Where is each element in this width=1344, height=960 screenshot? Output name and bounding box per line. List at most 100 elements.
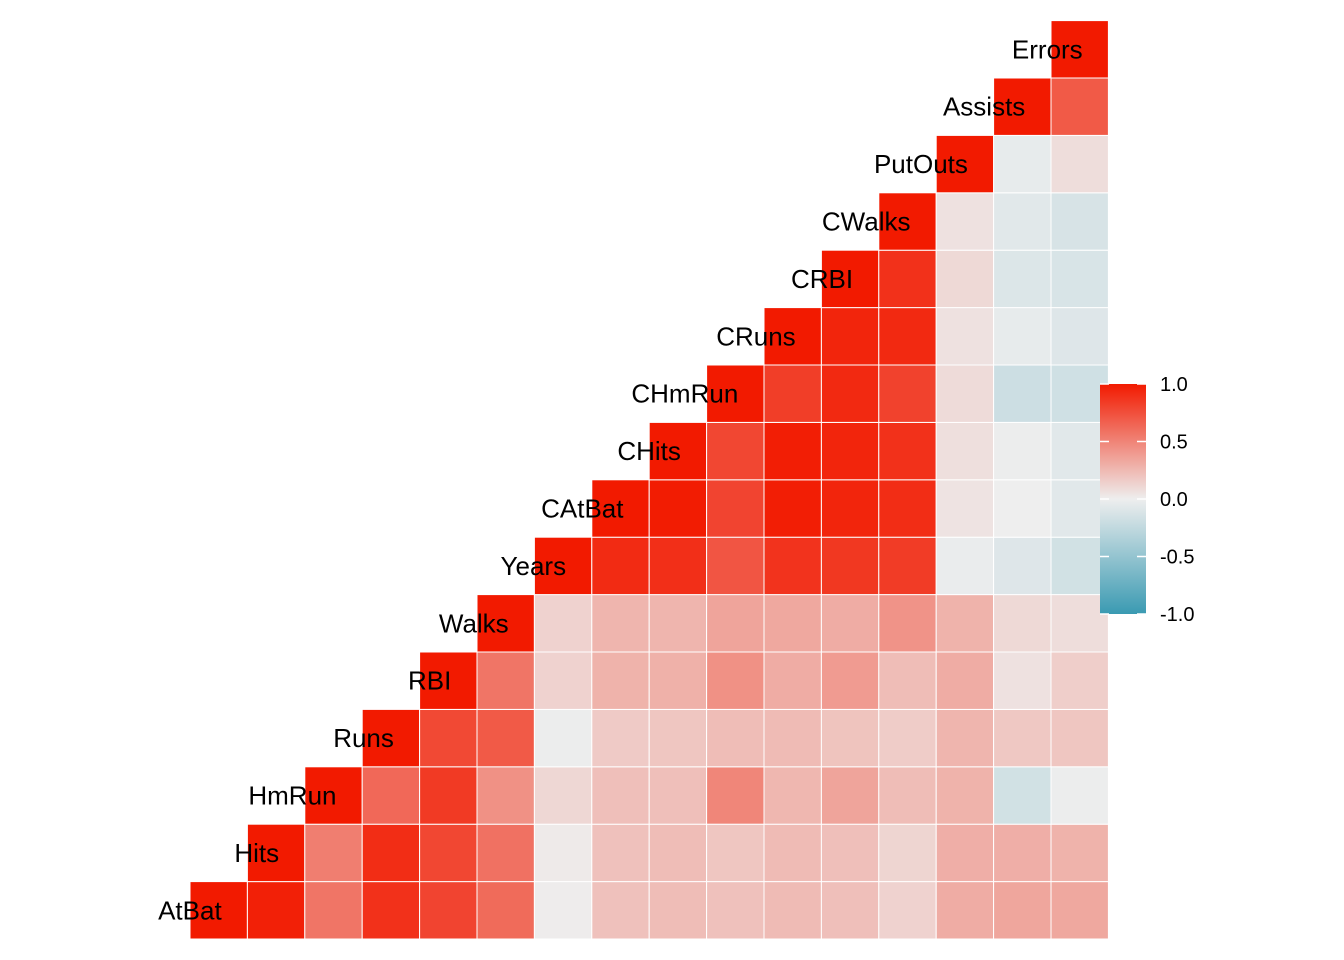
heatmap-cell-years-cwalks bbox=[878, 536, 937, 596]
legend-tick-label: 0.5 bbox=[1160, 432, 1188, 454]
heatmap-cell-runs-walks bbox=[476, 708, 535, 768]
variable-label-years: Years bbox=[501, 551, 567, 581]
heatmap-cell-walks-catbat bbox=[591, 594, 650, 653]
heatmap-cell-rbi-cwalks bbox=[878, 651, 937, 710]
heatmap-cell-atbat-crbi bbox=[820, 881, 880, 940]
variable-label-errors: Errors bbox=[1012, 34, 1083, 64]
heatmap-cell-hits-years bbox=[533, 823, 593, 883]
heatmap-cell-years-chmrun bbox=[706, 536, 765, 596]
heatmap-cell-atbat-catbat bbox=[591, 881, 650, 940]
heatmap-cell-runs-chits bbox=[648, 708, 708, 768]
heatmap-cell-catbat-crbi bbox=[820, 479, 880, 538]
heatmap-cell-hmrun-runs bbox=[361, 766, 421, 825]
heatmap-cell-runs-putouts bbox=[935, 708, 995, 768]
heatmap-cell-years-crbi bbox=[820, 536, 880, 596]
heatmap-cell-rbi-putouts bbox=[935, 651, 995, 710]
heatmap-cell-chmrun-chmrun bbox=[706, 364, 765, 423]
heatmap-cell-rbi-catbat bbox=[591, 651, 650, 710]
heatmap-cell-putouts-errors bbox=[1050, 134, 1109, 194]
heatmap-cell-chmrun-errors bbox=[1050, 364, 1109, 423]
heatmap-cell-years-catbat bbox=[591, 536, 650, 596]
heatmap-cell-hmrun-rbi bbox=[419, 766, 478, 825]
heatmap-cell-rbi-walks bbox=[476, 651, 535, 710]
heatmap-cell-runs-crbi bbox=[820, 708, 880, 768]
heatmap-cell-runs-years bbox=[533, 708, 593, 768]
heatmap-cell-hmrun-catbat bbox=[591, 766, 650, 825]
variable-label-runs: Runs bbox=[333, 723, 394, 753]
heatmap-cell-walks-chits bbox=[648, 594, 708, 653]
heatmap-cell-rbi-cruns bbox=[763, 651, 822, 710]
heatmap-cell-rbi-crbi bbox=[820, 651, 880, 710]
heatmap-cell-walks-walks bbox=[476, 594, 535, 653]
variable-label-cruns: CRuns bbox=[716, 321, 795, 351]
heatmap-cell-runs-runs bbox=[361, 708, 421, 768]
variable-label-hits: Hits bbox=[234, 838, 279, 868]
heatmap-cell-chmrun-crbi bbox=[820, 364, 880, 423]
heatmap-cell-catbat-putouts bbox=[935, 479, 995, 538]
heatmap-cell-hits-catbat bbox=[591, 823, 650, 883]
heatmap-cell-cruns-cwalks bbox=[878, 307, 937, 366]
heatmap-cell-runs-cwalks bbox=[878, 708, 937, 768]
legend-tick-label: -1.0 bbox=[1160, 604, 1194, 626]
heatmap-cell-cruns-assists bbox=[993, 307, 1052, 366]
heatmap-cell-walks-crbi bbox=[820, 594, 880, 653]
heatmap-cell-years-cruns bbox=[763, 536, 822, 596]
heatmap-cell-chits-cwalks bbox=[878, 421, 937, 481]
heatmap-cell-crbi-cwalks bbox=[878, 249, 937, 309]
heatmap-cell-hmrun-errors bbox=[1050, 766, 1109, 825]
variable-label-rbi: RBI bbox=[408, 666, 451, 696]
heatmap-cell-hmrun-putouts bbox=[935, 766, 995, 825]
heatmap-cell-catbat-assists bbox=[993, 479, 1052, 538]
color-legend: 1.0 0.5 0.0 -0.5 -1.0 bbox=[1100, 374, 1194, 626]
heatmap-cell-hmrun-cwalks bbox=[878, 766, 937, 825]
heatmap-cell-walks-chmrun bbox=[706, 594, 765, 653]
variable-labels: AtBat Hits HmRun Runs RBI Walks Years CAtBat CHi… bbox=[158, 34, 1083, 925]
heatmap-cell-hits-chits bbox=[648, 823, 708, 883]
variable-label-putouts: PutOuts bbox=[874, 149, 968, 179]
heatmap-cell-chits-chits bbox=[648, 421, 708, 481]
heatmap-cell-walks-errors bbox=[1050, 594, 1109, 653]
heatmap-cell-assists-errors bbox=[1050, 77, 1109, 136]
variable-label-hmrun: HmRun bbox=[248, 781, 336, 811]
heatmap-cell-atbat-chmrun bbox=[706, 881, 765, 940]
heatmap-cell-atbat-runs bbox=[361, 881, 421, 940]
heatmap-cell-atbat-years bbox=[533, 881, 593, 940]
heatmap-cell-years-years bbox=[533, 536, 593, 596]
heatmap-cell-years-putouts bbox=[935, 536, 995, 596]
legend-ticks: 1.0 0.5 0.0 -0.5 -1.0 bbox=[1100, 374, 1194, 626]
heatmap-cell-runs-cruns bbox=[763, 708, 822, 768]
heatmap-cell-atbat-errors bbox=[1050, 881, 1109, 940]
heatmap-cell-chits-crbi bbox=[820, 421, 880, 481]
heatmap-cell-cruns-errors bbox=[1050, 307, 1109, 366]
heatmap-cell-chmrun-cwalks bbox=[878, 364, 937, 423]
heatmap-cell-putouts-putouts bbox=[935, 134, 995, 194]
variable-label-chits: CHits bbox=[617, 436, 681, 466]
heatmap-cell-walks-cwalks bbox=[878, 594, 937, 653]
heatmap-cell-chits-errors bbox=[1050, 421, 1109, 481]
heatmap-cell-atbat-rbi bbox=[419, 881, 478, 940]
heatmap-cell-hmrun-chmrun bbox=[706, 766, 765, 825]
heatmap-cell-hits-runs bbox=[361, 823, 421, 883]
heatmap-cell-cruns-cruns bbox=[763, 307, 822, 366]
heatmap-cell-crbi-crbi bbox=[820, 249, 880, 309]
heatmap-cell-runs-chmrun bbox=[706, 708, 765, 768]
heatmap-cell-hits-hits bbox=[246, 823, 306, 883]
heatmap-cell-hmrun-assists bbox=[993, 766, 1052, 825]
heatmap-cell-hmrun-cruns bbox=[763, 766, 822, 825]
heatmap-cell-cruns-putouts bbox=[935, 307, 995, 366]
heatmap-cell-atbat-hits bbox=[246, 881, 306, 940]
heatmap-cell-hmrun-hmrun bbox=[304, 766, 363, 825]
heatmap-cell-chits-chmrun bbox=[706, 421, 765, 481]
heatmap-cell-atbat-chits bbox=[648, 881, 708, 940]
heatmap-cell-cwalks-errors bbox=[1050, 192, 1109, 251]
heatmap-cell-atbat-hmrun bbox=[304, 881, 363, 940]
heatmap-cell-walks-years bbox=[533, 594, 593, 653]
heatmap-cell-hmrun-walks bbox=[476, 766, 535, 825]
heatmap-cell-atbat-assists bbox=[993, 881, 1052, 940]
variable-label-walks: Walks bbox=[439, 608, 509, 638]
heatmap-cell-hits-crbi bbox=[820, 823, 880, 883]
heatmap-cell-hits-chmrun bbox=[706, 823, 765, 883]
heatmap-cell-hmrun-chits bbox=[648, 766, 708, 825]
heatmap-cell-runs-assists bbox=[993, 708, 1052, 768]
